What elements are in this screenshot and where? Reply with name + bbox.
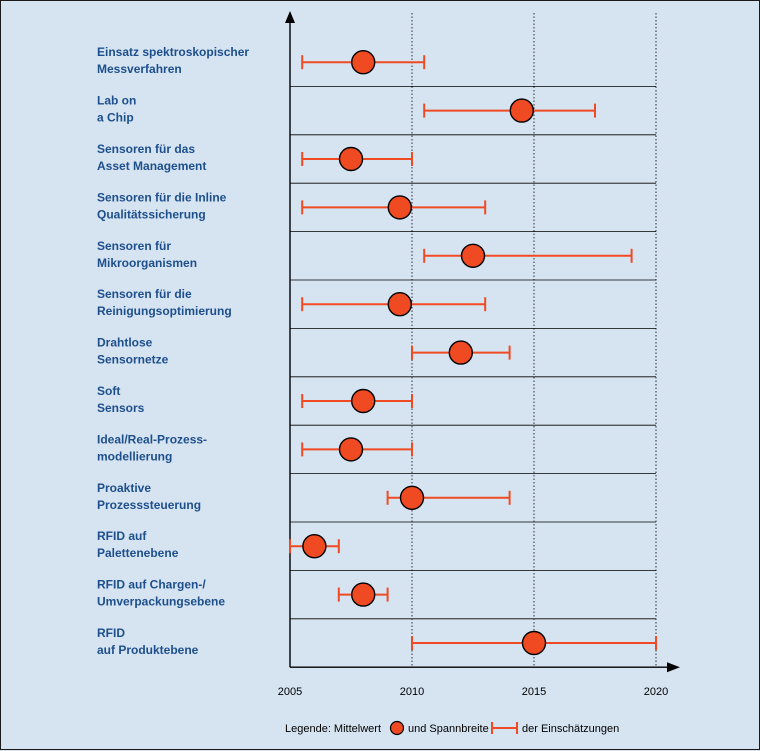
category-label-line1: Proaktive bbox=[97, 481, 151, 495]
legend-middle: und Spannbreite bbox=[408, 723, 489, 735]
category-label-line1: Sensoren für die bbox=[97, 287, 192, 301]
category-label-line2: Qualitätssicherung bbox=[97, 207, 206, 221]
category-row: Drahtlose Sensornetze bbox=[97, 336, 511, 367]
tick-labels: 2005 2010 2015 2020 bbox=[278, 686, 668, 698]
category-label-line1: RFID auf bbox=[97, 529, 147, 543]
mean-marker bbox=[521, 630, 547, 656]
mean-marker bbox=[387, 292, 412, 317]
category-label-line1: Sensoren für bbox=[97, 239, 171, 253]
category-row: Einsatz spektroskopischer Messverfahren bbox=[97, 45, 426, 76]
category-row: Sensoren für die Inline Qualitätssicherun… bbox=[97, 190, 487, 221]
legend-prefix: Legende: Mittelwert bbox=[285, 723, 381, 735]
category-label-line1: Lab on bbox=[97, 94, 136, 108]
category-label-line2: a Chip bbox=[97, 111, 134, 125]
category-row: Proaktive Prozesssteuerung bbox=[97, 481, 511, 512]
category-label-line2: Umverpackungsebene bbox=[97, 595, 225, 609]
mean-marker bbox=[338, 437, 364, 462]
x-tick-label: 2005 bbox=[278, 686, 302, 698]
rows-layer: Einsatz spektroskopischer Messverfahren La… bbox=[97, 45, 657, 657]
category-label-line1: Drahtlose bbox=[97, 336, 153, 350]
category-label-line2: auf Produktebene bbox=[97, 643, 199, 657]
grid-layer bbox=[290, 13, 657, 668]
category-label-line1: Ideal/Real-Prozess- bbox=[97, 432, 207, 446]
category-label-line1: RFID auf Chargen-/ bbox=[97, 578, 206, 592]
category-row: RFID auf Chargen-/ Umverpackungsebene bbox=[97, 578, 389, 609]
category-label-line2: modellierung bbox=[97, 449, 172, 463]
category-label-line2: Sensors bbox=[97, 401, 145, 415]
x-tick-label: 2015 bbox=[522, 686, 546, 698]
category-row: Lab on a Chip bbox=[97, 94, 596, 125]
category-label-line1: Einsatz spektroskopischer bbox=[97, 45, 249, 59]
category-label-line2: Sensornetze bbox=[97, 353, 169, 367]
category-row: Ideal/Real-Prozess-modellierung bbox=[97, 432, 413, 463]
mean-marker bbox=[338, 146, 364, 172]
category-label-line1: Sensoren für das bbox=[97, 142, 195, 156]
mean-marker bbox=[302, 534, 327, 559]
category-label-line1: Soft bbox=[97, 384, 120, 398]
category-label-line1: RFID bbox=[97, 626, 125, 640]
mean-marker bbox=[448, 340, 473, 365]
category-label-line2: Reinigungsoptimierung bbox=[97, 304, 232, 318]
legend-suffix: der Einschätzungen bbox=[522, 723, 619, 735]
mean-marker bbox=[509, 98, 534, 123]
category-label-line2: Palettenebene bbox=[97, 546, 179, 560]
legend: Legende: Mittelwert und Spannbreite der Ei… bbox=[285, 720, 619, 736]
category-row: Soft Sensors bbox=[97, 384, 413, 415]
x-axis-arrow bbox=[667, 662, 680, 673]
category-row: RFID auf Palettenebene bbox=[97, 529, 340, 560]
axes-layer bbox=[285, 11, 680, 673]
category-label-line2: Messverfahren bbox=[97, 62, 182, 76]
x-tick-label: 2020 bbox=[644, 686, 668, 698]
category-row: Sensoren für das Asset Management bbox=[97, 142, 413, 173]
mean-marker bbox=[460, 243, 486, 269]
mean-marker bbox=[387, 195, 412, 220]
mean-marker bbox=[351, 582, 376, 607]
category-label-line2: Asset Management bbox=[97, 159, 206, 173]
category-row: Sensoren für Mikroorganismen bbox=[97, 239, 633, 270]
mean-marker bbox=[399, 485, 425, 510]
category-label-line1: Sensoren für die Inline bbox=[97, 190, 227, 204]
category-label-line2: Mikroorganismen bbox=[97, 256, 197, 270]
mean-marker bbox=[351, 50, 376, 75]
y-axis-arrow bbox=[285, 11, 295, 23]
category-row: Sensoren für die Reinigungsoptimierung bbox=[97, 287, 487, 318]
mean-marker bbox=[351, 388, 376, 414]
legend-mean-marker bbox=[389, 720, 405, 736]
category-row: RFID auf Produktebene bbox=[97, 626, 657, 657]
x-tick-label: 2010 bbox=[400, 686, 424, 698]
category-label-line2: Prozesssteuerung bbox=[97, 498, 201, 512]
